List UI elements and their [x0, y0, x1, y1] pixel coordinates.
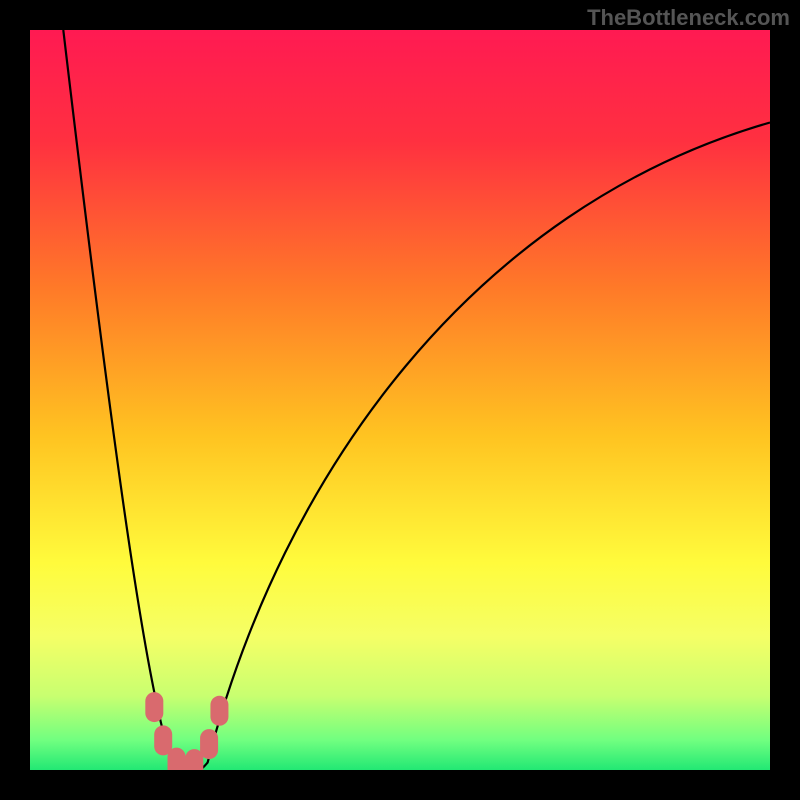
curve-marker: [145, 692, 163, 722]
watermark-text: TheBottleneck.com: [587, 5, 790, 31]
curve-marker: [154, 725, 172, 755]
curve-marker: [210, 696, 228, 726]
curve-marker: [185, 749, 203, 779]
curve-marker: [168, 748, 186, 778]
chart-container: TheBottleneck.com: [0, 0, 800, 800]
bottleneck-chart: [0, 0, 800, 800]
curve-marker: [200, 729, 218, 759]
plot-background: [30, 30, 770, 770]
